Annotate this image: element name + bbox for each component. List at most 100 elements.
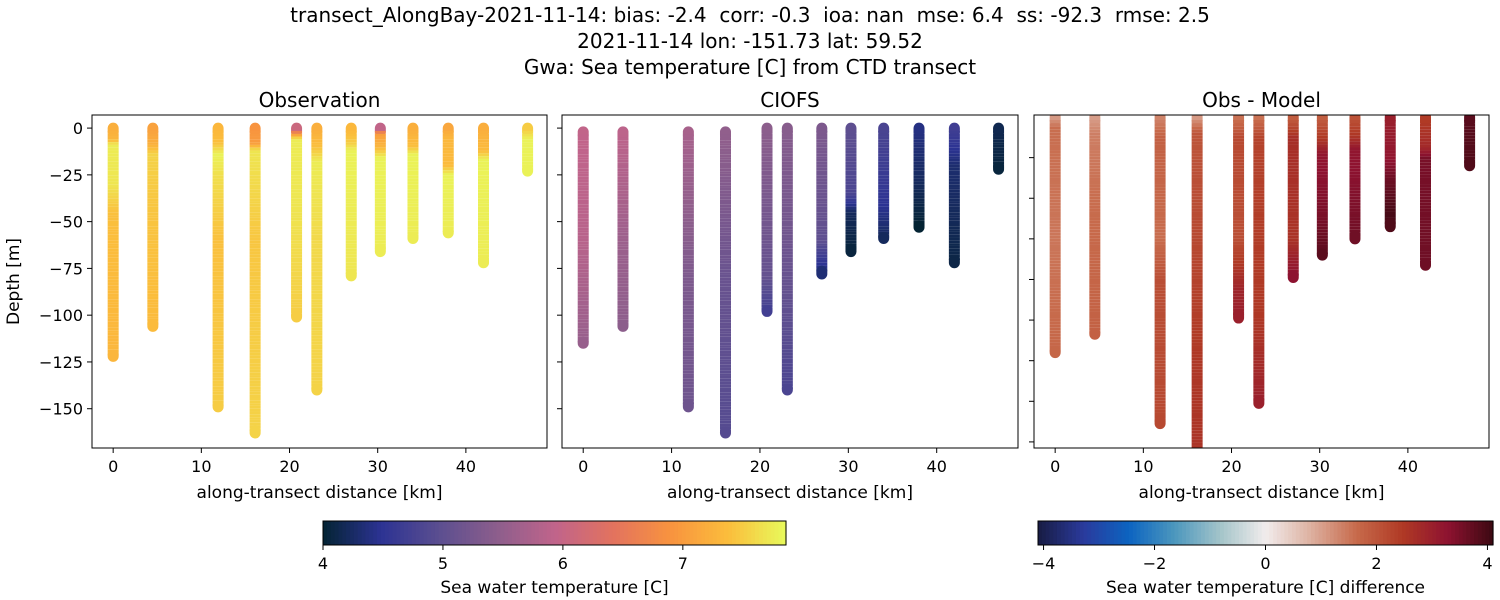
colorbar-swatch — [627, 521, 633, 545]
colorbar-swatch — [1474, 521, 1479, 545]
colorbar-swatch — [1136, 521, 1141, 545]
colorbar-swatch — [758, 521, 764, 545]
colorbar-swatch — [1238, 521, 1244, 545]
colorbar-swatch — [1140, 521, 1145, 545]
colorbar-swatch — [1303, 521, 1308, 545]
colorbar-swatch — [782, 521, 787, 545]
colorbar-swatch — [778, 521, 783, 545]
figure-title-line-1: transect_AlongBay-2021-11-14: bias: -2.4… — [290, 3, 1210, 27]
colorbar-swatch — [755, 521, 760, 545]
colorbar-swatch — [743, 521, 749, 545]
colorbar-swatch — [1098, 521, 1104, 545]
colorbar-swatch — [577, 521, 583, 545]
colorbar-swatch — [323, 521, 328, 545]
colorbar-swatch — [546, 521, 552, 545]
colorbar-tick-label: 4 — [1482, 554, 1492, 573]
colorbar-swatch — [674, 521, 679, 545]
colorbar-swatch — [1367, 521, 1373, 545]
colorbar-swatch — [1204, 521, 1210, 545]
colorbar-swatch — [1299, 521, 1305, 545]
colorbar-tick-label: 6 — [558, 554, 568, 573]
colorbar-tick-label: −4 — [1032, 554, 1056, 573]
colorbar-swatch — [1462, 521, 1468, 545]
station-profiles — [577, 122, 1005, 439]
colorbar-swatch — [400, 521, 405, 545]
colorbar-swatch — [1208, 521, 1214, 545]
colorbar-swatch — [1420, 521, 1426, 545]
colorbar-swatch — [735, 521, 741, 545]
colorbar-swatch — [658, 521, 664, 545]
colorbar-swatch — [512, 521, 517, 545]
colorbar-swatch — [1144, 521, 1149, 545]
colorbar-swatch — [1333, 521, 1339, 545]
colorbar-swatch — [569, 521, 575, 545]
colorbar-swatch — [608, 521, 613, 545]
colorbar-swatch — [450, 521, 455, 545]
colorbar-swatch — [589, 521, 594, 545]
colorbar-swatch — [1254, 521, 1259, 545]
x-tick-label: 0 — [578, 457, 588, 476]
colorbar-swatch — [1341, 521, 1346, 545]
colorbar-swatch — [515, 521, 521, 545]
colorbar-swatch — [612, 521, 617, 545]
colorbar-swatch — [1470, 521, 1475, 545]
station-profiles — [107, 122, 534, 439]
colorbar-swatch — [1216, 521, 1221, 545]
colorbar-swatch — [346, 521, 351, 545]
colorbar-swatch — [1235, 521, 1240, 545]
colorbar-swatch — [1292, 521, 1297, 545]
colorbar-swatch — [1386, 521, 1392, 545]
colorbar-swatch — [581, 521, 586, 545]
colorbar-swatch — [1174, 521, 1179, 545]
colorbar-swatch — [338, 521, 343, 545]
colorbar-swatch — [1329, 521, 1335, 545]
colorbar-swatch — [1185, 521, 1191, 545]
colorbar-swatch — [1060, 521, 1066, 545]
colorbar-swatch — [643, 521, 648, 545]
colorbar-swatch — [1273, 521, 1278, 545]
colorbar-swatch — [716, 521, 722, 545]
colorbar-swatch — [1246, 521, 1251, 545]
colorbar-label: Sea water temperature [C] — [440, 578, 668, 598]
colorbar-swatch — [1466, 521, 1471, 545]
colorbar-swatch — [1056, 521, 1062, 545]
colorbar-swatch — [419, 521, 424, 545]
y-tick-label: −125 — [39, 353, 83, 372]
colorbar-swatch — [1307, 521, 1312, 545]
x-tick-label: 10 — [661, 457, 681, 476]
colorbar-swatch — [1125, 521, 1130, 545]
colorbar-swatch — [562, 521, 567, 545]
colorbar-swatch — [1424, 521, 1430, 545]
colorbar-swatch — [1432, 521, 1437, 545]
colorbar-swatch — [454, 521, 459, 545]
colorbar-swatch — [662, 521, 667, 545]
colorbar-swatch — [1314, 521, 1320, 545]
colorbar-swatch — [1151, 521, 1157, 545]
station-profiles — [1049, 115, 1476, 448]
colorbar-swatch — [1155, 521, 1160, 545]
colorbar-swatch — [1201, 521, 1206, 545]
axes-frame — [561, 114, 1019, 449]
colorbar-swatch — [357, 521, 363, 545]
x-axis-label: along-transect distance [km] — [197, 483, 443, 503]
colorbar-swatch — [1113, 521, 1119, 545]
colorbar-swatch — [1402, 521, 1407, 545]
colorbar-swatch — [442, 521, 448, 545]
colorbar-swatch — [380, 521, 386, 545]
colorbar-swatch — [1295, 521, 1301, 545]
colorbar-swatch — [415, 521, 421, 545]
x-tick-label: 40 — [1398, 457, 1418, 476]
colorbar-swatch — [350, 521, 355, 545]
colorbar-swatch — [1265, 521, 1270, 545]
colorbar-swatch — [485, 521, 490, 545]
colorbar-swatch — [697, 521, 702, 545]
colorbar-swatch — [554, 521, 559, 545]
colorbar-swatch — [1189, 521, 1195, 545]
colorbar-swatch — [1197, 521, 1202, 545]
colorbar-tick-label: 4 — [318, 554, 328, 573]
colorbar-swatch — [1311, 521, 1316, 545]
colorbar-swatch — [596, 521, 602, 545]
x-tick-label: 30 — [838, 457, 858, 476]
colorbar-swatch — [620, 521, 625, 545]
colorbar-swatch — [461, 521, 467, 545]
